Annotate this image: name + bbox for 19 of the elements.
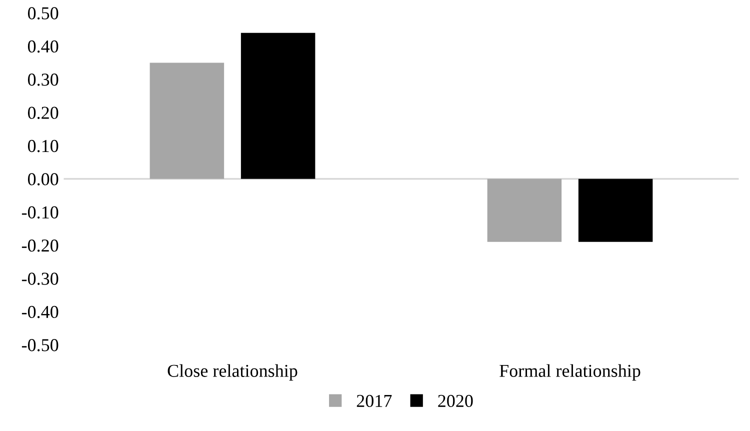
- x-tick-label: Close relationship: [168, 364, 298, 381]
- y-tick-label: -0.30: [22, 272, 58, 285]
- legend-label: 2017: [356, 394, 392, 408]
- bar: [578, 178, 653, 242]
- y-tick-label: 0.40: [28, 40, 58, 53]
- y-tick-label: 0.00: [28, 173, 58, 186]
- y-tick-label: 0.20: [28, 106, 58, 120]
- y-tick-label: -0.40: [22, 306, 58, 318]
- y-tick-label: -0.50: [22, 339, 58, 352]
- bar: [150, 62, 224, 179]
- legend-label: 2020: [438, 394, 473, 408]
- y-tick-label: 0.50: [28, 7, 58, 20]
- bar: [487, 178, 562, 242]
- y-tick-label: -0.10: [22, 206, 58, 219]
- x-tick-label: Formal relationship: [500, 364, 640, 381]
- bar: [240, 32, 316, 179]
- y-tick-label: 0.30: [28, 74, 58, 86]
- y-tick-label: -0.20: [22, 239, 58, 252]
- y-tick-label: 0.10: [28, 140, 58, 152]
